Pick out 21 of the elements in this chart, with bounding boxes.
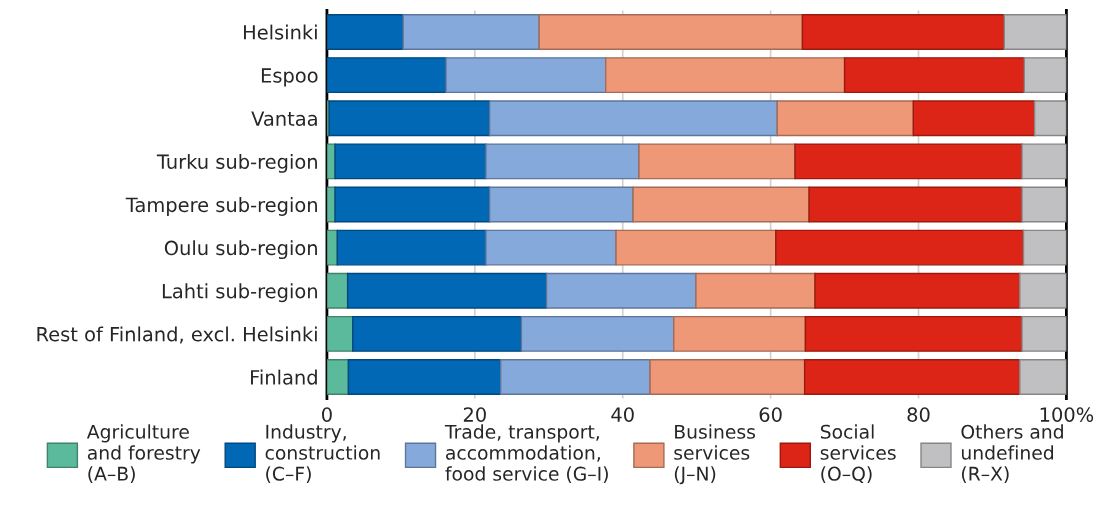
x-tick-label: 60 (759, 407, 782, 422)
x-tick-label: 40 (611, 407, 634, 422)
y-tick-label: Finland (251, 369, 317, 385)
y-tick-label: Turku sub-region (156, 153, 317, 173)
legend-label: Social services (O–Q) (820, 424, 896, 484)
legend-label: Agriculture and forestry (A–B) (86, 424, 201, 484)
x-tick-label: 100% (1040, 407, 1094, 422)
legend-label: Trade, transport, accommodation, food service (G–I) (444, 424, 608, 484)
x-tick-label: 80 (907, 407, 930, 422)
x-tick-label: 20 (463, 407, 486, 422)
y-tick-label: Lahti sub-region (162, 283, 317, 303)
y-tick-label: Espoo (261, 68, 318, 87)
legend-label: Industry, construction (C–F) (265, 424, 380, 484)
y-tick-label: Rest of Finland, excl. Helsinki (37, 326, 317, 344)
y-tick-label: Oulu sub-region (164, 240, 317, 260)
y-tick-label: Helsinki (244, 24, 317, 40)
legend-label: Business services (J–N) (674, 424, 756, 485)
y-tick-label: Vantaa (251, 111, 317, 126)
y-tick-label: Tampere sub-region (125, 197, 317, 216)
x-tick-label: 0 (322, 407, 332, 422)
legend-label: Others and undefined (R–X) (961, 424, 1063, 484)
